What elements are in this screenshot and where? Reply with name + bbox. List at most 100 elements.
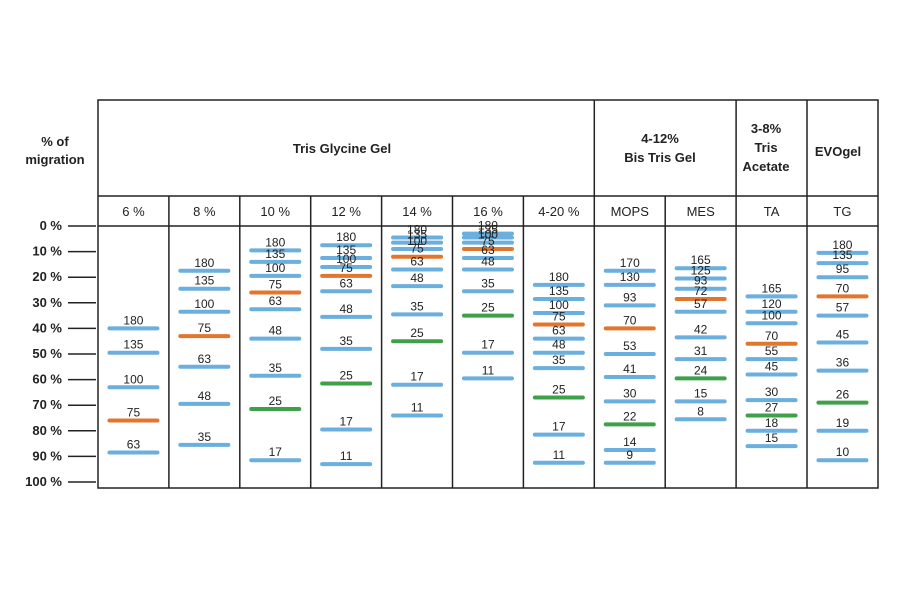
band-label: 25: [410, 326, 424, 340]
band-label: 63: [481, 243, 495, 257]
lane-header: 16 %: [473, 204, 503, 219]
band-label: 17: [410, 370, 424, 384]
band-label: 15: [694, 386, 708, 400]
axis-tick-label: 20 %: [32, 269, 62, 284]
band-label: 11: [340, 449, 353, 463]
band-label: 10: [836, 445, 850, 459]
band-label: 100: [336, 252, 356, 266]
lane-header: TG: [833, 204, 851, 219]
band-label: 15: [765, 431, 779, 445]
band-label: 70: [623, 313, 637, 327]
band-label: 11: [411, 400, 424, 414]
band-label: 135: [832, 248, 852, 262]
band-label: 25: [481, 301, 495, 315]
band-label: 30: [765, 385, 779, 399]
band-label: 135: [194, 274, 214, 288]
band-label: 48: [552, 338, 566, 352]
band-label: 75: [269, 278, 283, 292]
band-label: 25: [339, 368, 353, 382]
band-label: 120: [762, 297, 782, 311]
band-label: 63: [127, 438, 141, 452]
band-label: 31: [694, 344, 708, 358]
lane-header: 8 %: [193, 204, 216, 219]
band-label: 93: [694, 274, 708, 288]
band-label: 30: [623, 386, 637, 400]
band-label: 70: [836, 281, 850, 295]
band-label: 135: [265, 247, 285, 261]
band-label: 100: [549, 298, 569, 312]
band-label: 180: [194, 256, 214, 270]
lane-header: 4-20 %: [538, 204, 580, 219]
band-label: 17: [552, 420, 566, 434]
axis-tick-label: 0 %: [40, 218, 63, 233]
group-header-evogel: EVOgel: [815, 144, 861, 159]
group-header-bis-tris-line1: 4-12%: [641, 131, 679, 146]
band-label: 180: [407, 223, 427, 237]
band-label: 135: [336, 243, 356, 257]
axis-tick-label: 60 %: [32, 372, 62, 387]
axis-tick-label: 70 %: [32, 397, 62, 412]
axis-title-line2: migration: [25, 152, 84, 167]
band-label: 72: [694, 284, 708, 298]
band-label: 180: [123, 313, 143, 327]
band-label: 48: [410, 271, 424, 285]
axis-tick-label: 80 %: [32, 423, 62, 438]
band-label: 165: [762, 281, 782, 295]
lane-header: MOPS: [611, 204, 650, 219]
lane-header: TA: [764, 204, 780, 219]
band-label: 63: [198, 352, 212, 366]
band-label: 100: [265, 261, 285, 275]
axis-tick-label: 10 %: [32, 244, 62, 259]
band-label: 42: [694, 322, 708, 336]
band-label: 170: [620, 256, 640, 270]
axis-tick-label: 90 %: [32, 448, 62, 463]
band-label: 17: [339, 415, 353, 429]
band-label: 95: [836, 262, 850, 276]
band-label: 24: [694, 363, 708, 377]
band-label: 63: [552, 324, 566, 338]
band-label: 11: [482, 363, 495, 377]
band-label: 125: [691, 263, 711, 277]
axis-title-line1: % of: [41, 134, 69, 149]
band-label: 63: [410, 255, 424, 269]
band-label: 11: [553, 448, 566, 462]
band-label: 180: [265, 235, 285, 249]
band-label: 63: [269, 294, 283, 308]
band-label: 17: [481, 338, 495, 352]
lane-header: 14 %: [402, 204, 432, 219]
band-label: 100: [478, 228, 498, 242]
band-label: 48: [481, 255, 495, 269]
band-label: 135: [123, 338, 143, 352]
band-label: 100: [123, 372, 143, 386]
band-label: 48: [198, 389, 212, 403]
lane-header: 6 %: [122, 204, 145, 219]
band-label: 35: [552, 353, 566, 367]
band-label: 55: [765, 344, 779, 358]
band-label: 75: [481, 234, 495, 248]
axis-tick-label: 30 %: [32, 295, 62, 310]
band-label: 35: [198, 430, 212, 444]
band-label: 17: [269, 445, 283, 459]
band-label: 35: [339, 334, 353, 348]
band-label: 135: [478, 223, 498, 237]
band-label: 180: [832, 238, 852, 252]
band-label: 165: [691, 253, 711, 267]
axis-tick-label: 100 %: [25, 474, 62, 489]
band-label: 135: [407, 228, 427, 242]
band-label: 25: [269, 394, 283, 408]
band-label: 14: [623, 435, 637, 449]
band-label: 130: [620, 270, 640, 284]
band-label: 45: [765, 359, 779, 373]
band-label: 135: [549, 284, 569, 298]
group-header-tris-glycine: Tris Glycine Gel: [293, 141, 391, 156]
band-label: 36: [836, 356, 850, 370]
band-label: 19: [836, 416, 850, 430]
band-label: 41: [623, 362, 637, 376]
band-label: 18: [765, 416, 779, 430]
band-label: 8: [697, 404, 704, 418]
band-label: 35: [481, 276, 495, 290]
band-label: 25: [552, 383, 566, 397]
band-label: 48: [269, 324, 283, 338]
band-label: 100: [762, 308, 782, 322]
